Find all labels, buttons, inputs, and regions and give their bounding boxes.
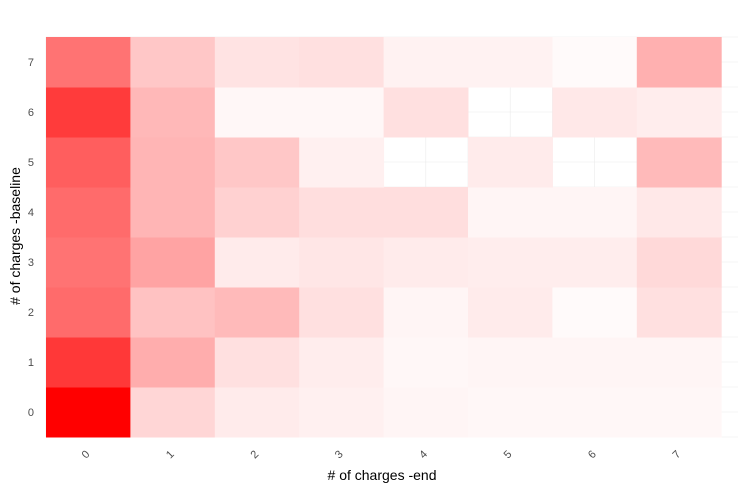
- x-tick-label: 4: [417, 448, 430, 461]
- heatmap-cell-0-4: [383, 387, 469, 438]
- heatmap-cell-6-0: [46, 87, 131, 138]
- heatmap-cell-7-5: [468, 37, 553, 88]
- y-tick-label: 2: [28, 307, 34, 319]
- x-tick-label: 3: [333, 448, 346, 461]
- heatmap-cell-1-4: [383, 337, 469, 388]
- heatmap-cell-3-0: [46, 237, 131, 288]
- heatmap-cell-2-6: [552, 287, 638, 338]
- y-tick-label: 6: [28, 107, 34, 119]
- heatmap-cell-4-6: [552, 187, 638, 238]
- heatmap-cell-4-0: [46, 187, 131, 238]
- x-tick-label: 7: [670, 448, 683, 461]
- heatmap-cell-4-1: [130, 187, 216, 238]
- heatmap-cell-2-2: [214, 287, 300, 338]
- heatmap-cell-2-4: [383, 287, 469, 338]
- heatmap-cell-1-3: [299, 337, 385, 388]
- heatmap-cell-5-7: [636, 137, 722, 188]
- heatmap-cell-0-2: [214, 387, 300, 438]
- heatmap-cell-3-5: [468, 237, 553, 288]
- heatmap-cell-7-3: [299, 37, 385, 88]
- heatmap-cell-4-2: [214, 187, 300, 238]
- heatmap-cell-6-7: [636, 87, 722, 138]
- heatmap-cell-2-7: [636, 287, 722, 338]
- x-axis-ticks: 0 1 2 3 4 5 6 7: [80, 448, 684, 461]
- heatmap-cell-7-6: [552, 37, 638, 88]
- heatmap-cell-4-3: [299, 187, 385, 238]
- heatmap-cell-3-7: [636, 237, 722, 288]
- heatmap-cell-3-6: [552, 237, 638, 288]
- heatmap-cell-1-7: [636, 337, 722, 388]
- x-axis-title: # of charges -end: [328, 467, 437, 483]
- heatmap-cell-3-2: [214, 237, 300, 288]
- heatmap-cell-0-1: [130, 387, 216, 438]
- heatmap-cell-6-1: [130, 87, 216, 138]
- heatmap-cell-5-5: [468, 137, 553, 188]
- y-tick-label: 0: [28, 407, 34, 419]
- heatmap-cell-0-5: [468, 387, 553, 438]
- heatmap-cell-3-3: [299, 237, 385, 288]
- heatmap-cell-1-6: [552, 337, 638, 388]
- x-tick-label: 0: [80, 448, 93, 461]
- heatmap-cell-0-7: [636, 387, 722, 438]
- y-tick-label: 7: [28, 57, 34, 69]
- heatmap-cell-4-4: [383, 187, 469, 238]
- heatmap-cell-5-2: [214, 137, 300, 188]
- y-tick-label: 3: [28, 257, 34, 269]
- y-tick-label: 4: [28, 207, 34, 219]
- heatmap-cell-3-1: [130, 237, 216, 288]
- heatmap-cell-4-7: [636, 187, 722, 238]
- heatmap-cell-5-3: [299, 137, 385, 188]
- heatmap-cell-6-6: [552, 87, 638, 138]
- heatmap-cell-1-0: [46, 337, 131, 388]
- heatmap-cell-0-3: [299, 387, 385, 438]
- heatmap-cell-7-0: [46, 37, 131, 88]
- heatmap-cell-2-1: [130, 287, 216, 338]
- heatmap-cell-7-7: [636, 37, 722, 88]
- heatmap-cell-6-3: [299, 87, 385, 138]
- heatmap-cell-6-4: [383, 87, 469, 138]
- y-axis-ticks: 0 1 2 3 4 5 6 7: [28, 57, 34, 419]
- y-tick-label: 5: [28, 157, 34, 169]
- heatmap-cell-6-2: [214, 87, 300, 138]
- heatmap-cell-7-4: [383, 37, 469, 88]
- heatmap-cell-2-3: [299, 287, 385, 338]
- heatmap-cell-3-4: [383, 237, 469, 288]
- x-tick-label: 5: [502, 448, 515, 461]
- heatmap-cell-1-1: [130, 337, 216, 388]
- heatmap-cell-5-0: [46, 137, 131, 188]
- heatmap-cell-0-0: [46, 387, 131, 438]
- y-tick-label: 1: [28, 357, 34, 369]
- x-tick-label: 2: [248, 448, 261, 461]
- heatmap-cell-7-1: [130, 37, 216, 88]
- heatmap-cell-2-5: [468, 287, 553, 338]
- y-axis-title: # of charges -baseline: [7, 167, 23, 305]
- heatmap-cell-0-6: [552, 387, 638, 438]
- x-tick-label: 6: [586, 448, 599, 461]
- heatmap-cell-2-0: [46, 287, 131, 338]
- heatmap-cell-1-2: [214, 337, 300, 388]
- heatmap-cell-5-1: [130, 137, 216, 188]
- heatmap-cell-7-2: [214, 37, 300, 88]
- heatmap-cell-1-5: [468, 337, 553, 388]
- heatmap-cells: [46, 37, 722, 438]
- x-tick-label: 1: [164, 448, 177, 461]
- heatmap-cell-4-5: [468, 187, 553, 238]
